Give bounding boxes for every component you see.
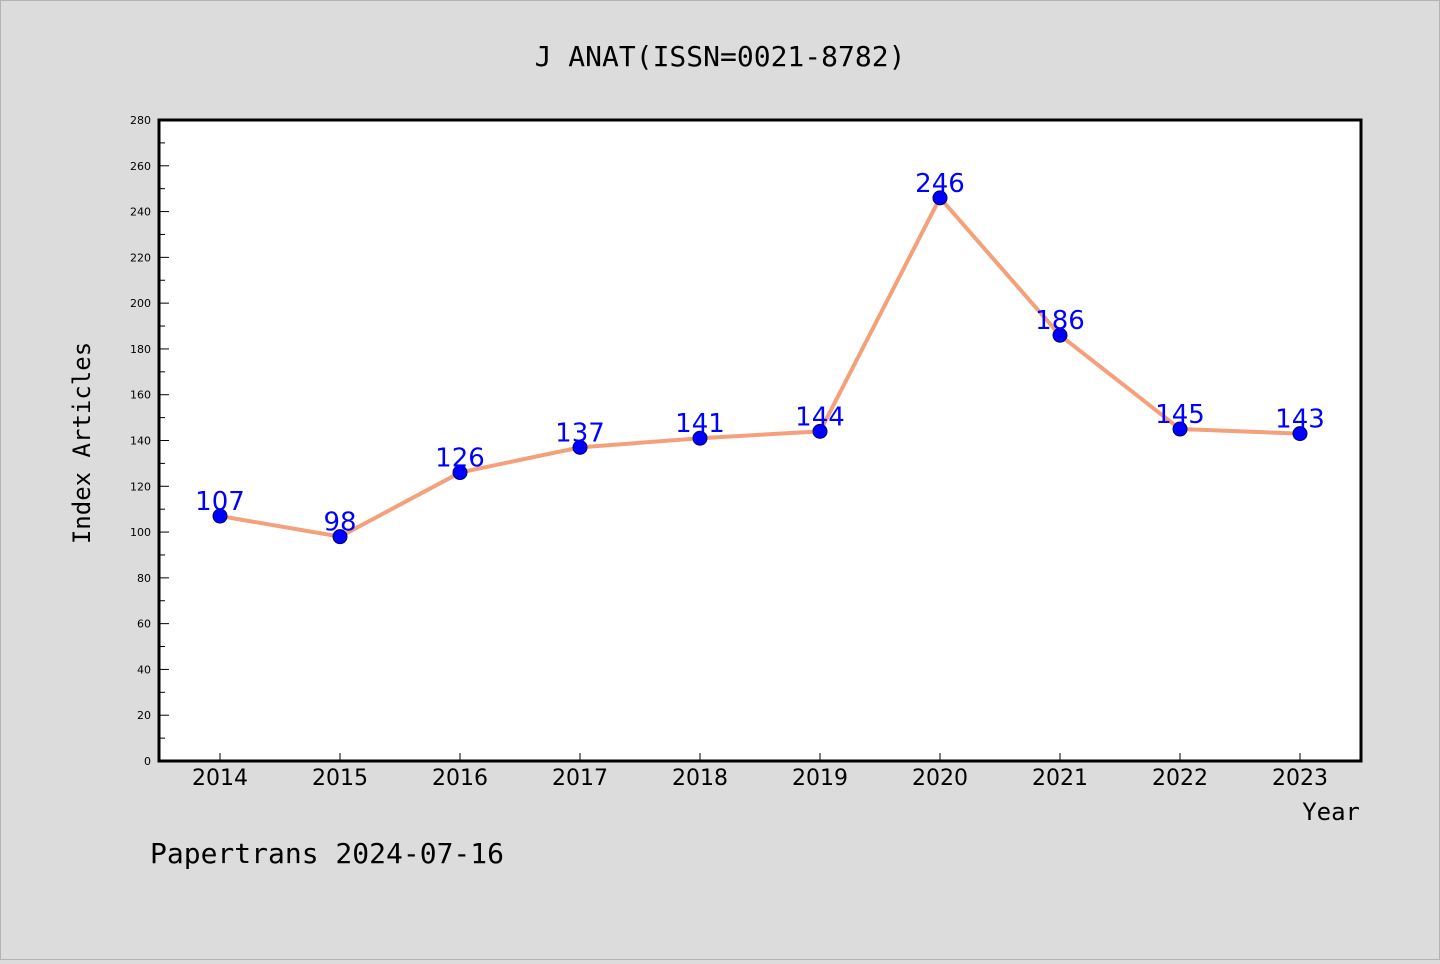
x-tick-label: 2017 — [552, 766, 608, 791]
data-label: 186 — [1035, 306, 1085, 336]
x-tick-label: 2023 — [1272, 766, 1328, 791]
x-tick-label: 2022 — [1152, 766, 1208, 791]
y-axis-label: Index Articles — [68, 342, 96, 544]
data-label: 126 — [435, 444, 485, 474]
data-point — [812, 423, 828, 439]
y-tick-label: 140 — [130, 435, 151, 448]
footer-text: Papertrans 2024-07-16 — [150, 837, 504, 870]
y-tick-label: 240 — [130, 206, 151, 219]
y-tick-label: 20 — [137, 709, 151, 722]
x-tick-label: 2019 — [792, 766, 848, 791]
y-tick-label: 120 — [130, 480, 151, 493]
data-point — [332, 529, 348, 545]
chart-title: J ANAT(ISSN=0021-8782) — [535, 40, 906, 73]
y-tick-label: 60 — [137, 618, 151, 631]
data-label: 143 — [1275, 405, 1325, 435]
data-point — [212, 508, 228, 524]
y-tick-label: 0 — [144, 755, 151, 768]
data-label: 141 — [675, 409, 725, 439]
data-point — [932, 190, 948, 206]
x-tick-label: 2014 — [192, 766, 248, 791]
data-label: 246 — [915, 169, 965, 199]
data-label: 107 — [195, 487, 245, 517]
data-point — [572, 439, 588, 455]
y-tick-label: 280 — [130, 114, 151, 127]
data-point — [1172, 421, 1188, 437]
data-label: 144 — [795, 402, 845, 432]
x-tick-label: 2020 — [912, 766, 968, 791]
y-tick-label: 200 — [130, 297, 151, 310]
y-tick-label: 80 — [137, 572, 151, 585]
x-axis: 2014 2015 2016 2017 2018 2019 2020 2021 2022 2023 — [192, 753, 1328, 791]
plot-area — [157, 118, 1363, 763]
y-axis: 0 20 40 60 80 100 120 140 160 180 200 220 240 260 280 — [130, 114, 169, 768]
data-label: 137 — [555, 418, 605, 448]
x-axis-label: Year — [1302, 798, 1360, 826]
data-point — [1292, 426, 1308, 442]
series-layer: 107 98 126 137 141 144 246 186 145 143 — [195, 169, 1325, 545]
data-point — [452, 465, 468, 481]
y-tick-label: 100 — [130, 526, 151, 539]
y-tick-label: 40 — [137, 663, 151, 676]
series-line — [219, 195, 1301, 539]
x-tick-label: 2018 — [672, 766, 728, 791]
y-tick-label: 220 — [130, 251, 151, 264]
data-label: 98 — [323, 508, 356, 538]
data-point — [692, 430, 708, 446]
x-tick-label: 2021 — [1032, 766, 1088, 791]
data-label: 145 — [1155, 400, 1205, 430]
x-tick-label: 2015 — [312, 766, 368, 791]
y-tick-label: 160 — [130, 389, 151, 402]
y-tick-label: 260 — [130, 160, 151, 173]
y-tick-label: 180 — [130, 343, 151, 356]
data-point — [1052, 327, 1068, 343]
x-tick-label: 2016 — [432, 766, 488, 791]
